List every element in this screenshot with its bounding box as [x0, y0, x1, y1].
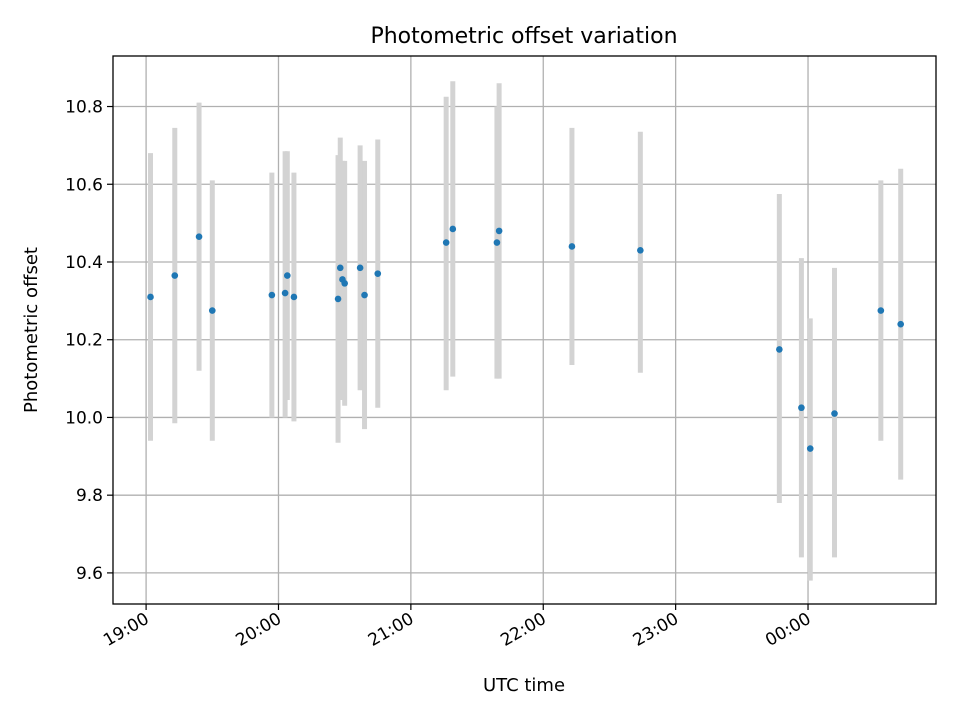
data-point	[290, 293, 298, 301]
data-point	[334, 295, 342, 303]
grid	[113, 56, 936, 604]
data-point	[284, 272, 291, 279]
data-point	[806, 445, 814, 452]
data-points	[147, 225, 904, 452]
data-point	[877, 307, 885, 314]
y-axis-label: Photometric offset	[21, 247, 42, 413]
y-tick-label: 10.8	[65, 98, 103, 118]
data-point	[195, 233, 203, 241]
data-point	[147, 293, 154, 301]
data-point	[776, 346, 783, 353]
data-point	[171, 272, 179, 279]
data-point	[897, 320, 904, 328]
y-tick-label: 10.4	[65, 253, 103, 273]
y-tick-label: 9.8	[76, 486, 103, 506]
data-point	[361, 291, 368, 299]
y-tick-label: 10.6	[65, 175, 103, 195]
x-ticks: 19:00 20:00 21:00 22:00 23:00 00:00	[100, 604, 815, 651]
data-point	[341, 280, 348, 287]
data-point	[356, 264, 364, 272]
x-axis-label: UTC time	[483, 675, 565, 696]
chart-title: Photometric offset variation	[370, 24, 677, 49]
data-point	[493, 239, 501, 246]
data-point	[374, 270, 382, 277]
plot-frame	[112, 55, 937, 605]
data-point	[268, 291, 276, 299]
y-tick-label: 10.0	[65, 408, 103, 428]
data-point	[637, 247, 644, 254]
data-point	[208, 307, 216, 314]
data-point	[449, 225, 457, 233]
data-point	[568, 243, 576, 250]
y-ticks: 9.6 9.8 10.0 10.2 10.4 10.6 10.8	[65, 98, 113, 584]
data-point	[495, 227, 503, 235]
data-point	[336, 264, 344, 272]
y-tick-label: 9.6	[76, 564, 103, 584]
data-point	[798, 404, 805, 412]
data-point	[831, 410, 838, 417]
data-point	[442, 239, 450, 246]
y-tick-label: 10.2	[65, 331, 103, 351]
data-point	[281, 289, 289, 297]
